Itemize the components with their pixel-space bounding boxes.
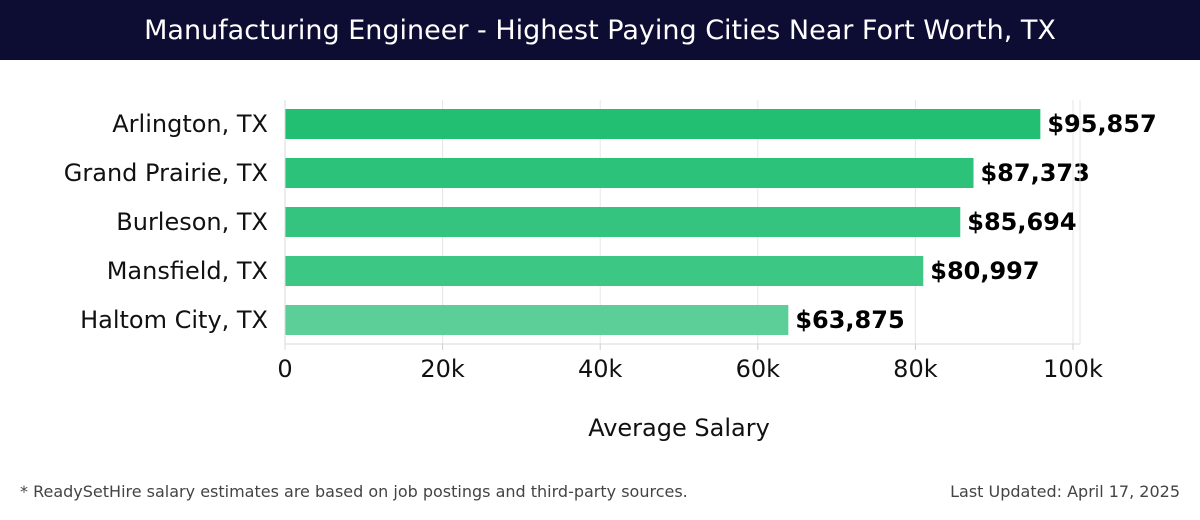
category-label: Arlington, TX xyxy=(112,110,268,138)
x-tick-label: 100k xyxy=(1043,355,1103,383)
bar xyxy=(285,305,788,335)
x-tick-label: 80k xyxy=(893,355,938,383)
value-label: $80,997 xyxy=(930,257,1039,285)
bar-layer xyxy=(285,109,1040,335)
chart-title: Manufacturing Engineer - Highest Paying … xyxy=(144,15,1056,46)
chart-header: Manufacturing Engineer - Highest Paying … xyxy=(0,0,1200,60)
salary-bar-chart: Arlington, TX $95,857 Grand Prairie, TX $87… xyxy=(0,60,1200,470)
x-tick-label: 20k xyxy=(420,355,465,383)
footer-note: * ReadySetHire salary estimates are base… xyxy=(20,482,688,501)
category-label: Grand Prairie, TX xyxy=(64,159,268,187)
value-label: $85,694 xyxy=(967,208,1076,236)
value-label: $63,875 xyxy=(795,306,904,334)
category-label: Burleson, TX xyxy=(116,208,268,236)
bar xyxy=(285,256,923,286)
bar xyxy=(285,207,960,237)
bar xyxy=(285,158,973,188)
value-label: $95,857 xyxy=(1047,110,1156,138)
bar xyxy=(285,109,1040,139)
category-label: Mansfield, TX xyxy=(107,257,268,285)
x-tick-label: 0 xyxy=(277,355,292,383)
value-label: $87,373 xyxy=(980,159,1089,187)
x-tick-label: 60k xyxy=(736,355,781,383)
last-updated: Last Updated: April 17, 2025 xyxy=(950,482,1180,501)
x-tick-label: 40k xyxy=(578,355,623,383)
category-label: Haltom City, TX xyxy=(80,306,268,334)
x-axis-title: Average Salary xyxy=(588,414,770,442)
